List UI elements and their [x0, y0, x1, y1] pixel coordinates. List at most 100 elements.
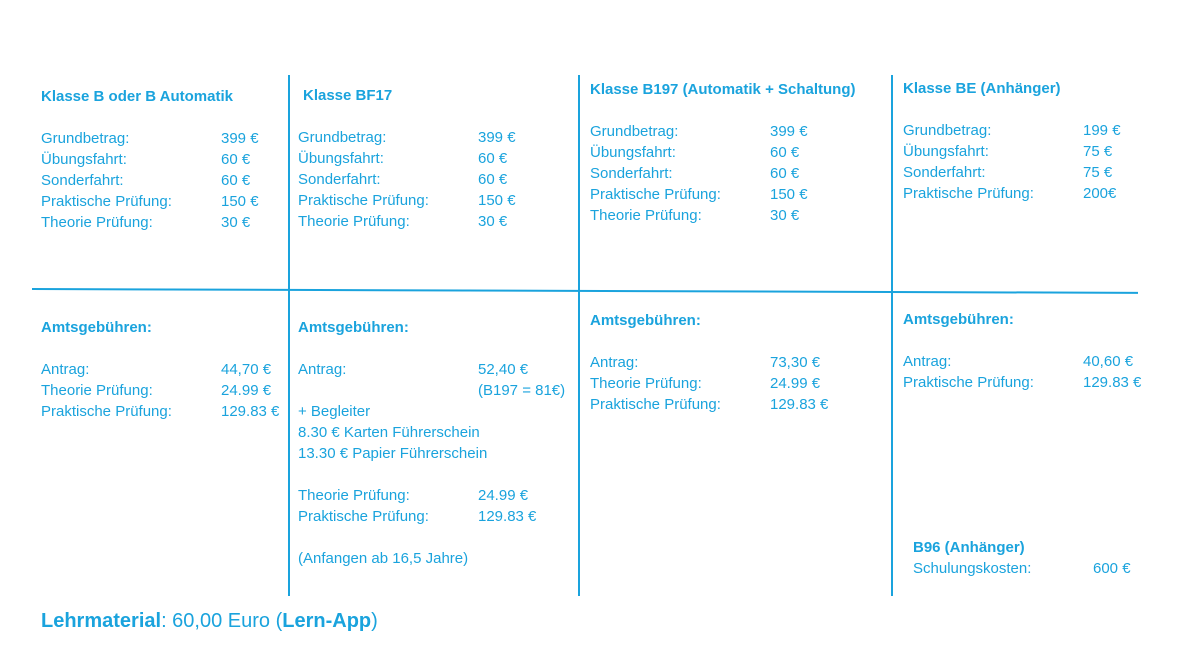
- section-title: Klasse BE (Anhänger): [903, 80, 1061, 97]
- price-value: 60 €: [221, 151, 251, 168]
- price-row: Grundbetrag: 399 €: [590, 121, 885, 142]
- price-label: Praktische Prüfung:: [298, 192, 429, 209]
- price-label: Sonderfahrt:: [298, 171, 381, 188]
- learning-app-label: Lern-App: [282, 610, 372, 632]
- fee-value: 24.99 €: [478, 487, 529, 504]
- fee-row: Antrag: 73,30 €: [590, 352, 885, 373]
- fees-title: Amtsgebühren:: [298, 319, 409, 336]
- price-label: Übungsfahrt:: [298, 150, 384, 167]
- learning-material-price: : 60,00 Euro (: [161, 610, 283, 632]
- fee-note: (B197 = 81€): [478, 382, 566, 399]
- price-value: 75 €: [1083, 164, 1113, 181]
- fees-class-be: Amtsgebühren: Antrag: 40,60 € Praktische …: [903, 309, 1188, 393]
- fee-row: Praktische Prüfung: 129.83 €: [41, 401, 286, 422]
- price-row: Theorie Prüfung: 30 €: [590, 205, 885, 226]
- horizontal-divider: [31, 288, 1138, 294]
- fee-row: Theorie Prüfung: 24.99 €: [590, 373, 885, 394]
- fee-value: 44,70 €: [221, 361, 272, 378]
- fee-row: Praktische Prüfung: 129.83 €: [903, 372, 1188, 393]
- price-value: 60 €: [770, 165, 800, 182]
- fee-value: 40,60 €: [1083, 353, 1134, 370]
- price-row: Sonderfahrt: 60 €: [41, 170, 281, 191]
- b96-value: 600 €: [1093, 560, 1131, 577]
- fee-label: Theorie Prüfung:: [590, 375, 702, 392]
- fee-value: 129.83 €: [1083, 374, 1142, 391]
- price-value: 60 €: [478, 171, 508, 188]
- price-row: Sonderfahrt: 75 €: [903, 162, 1183, 183]
- fees-class-b197: Amtsgebühren: Antrag: 73,30 € Theorie Prü…: [590, 310, 885, 415]
- price-label: Übungsfahrt:: [590, 144, 676, 161]
- vertical-divider-1: [288, 75, 290, 596]
- price-label: Sonderfahrt:: [590, 165, 673, 182]
- price-value: 399 €: [221, 130, 259, 147]
- price-label: Sonderfahrt:: [41, 172, 124, 189]
- b96-title: B96 (Anhänger): [913, 539, 1025, 556]
- price-row: Praktische Prüfung: 200€: [903, 183, 1183, 204]
- fee-value: 52,40 €: [478, 361, 529, 378]
- price-label: Praktische Prüfung:: [903, 185, 1034, 202]
- price-label: Übungsfahrt:: [903, 143, 989, 160]
- learning-material-line: Lehrmaterial: 60,00 Euro (Lern-App): [41, 610, 378, 633]
- b96-label: Schulungskosten:: [913, 560, 1032, 577]
- fee-value: 73,30 €: [770, 354, 821, 371]
- fee-label: Praktische Prüfung:: [41, 403, 172, 420]
- price-label: Sonderfahrt:: [903, 164, 986, 181]
- price-label: Grundbetrag:: [41, 130, 130, 147]
- b96-section: B96 (Anhänger) Schulungskosten: 600 €: [913, 537, 1193, 579]
- fees-title: Amtsgebühren:: [590, 312, 701, 329]
- price-value: 60 €: [478, 150, 508, 167]
- fee-value: 24.99 €: [221, 382, 272, 399]
- price-value: 199 €: [1083, 122, 1121, 139]
- price-row: Sonderfahrt: 60 €: [298, 169, 573, 190]
- fee-label: Antrag:: [41, 361, 90, 378]
- price-value: 75 €: [1083, 143, 1113, 160]
- fee-value: 24.99 €: [770, 375, 821, 392]
- price-row: Übungsfahrt: 60 €: [298, 148, 573, 169]
- class-bf17-section: Klasse BF17 Grundbetrag: 399 € Übungsfahr…: [298, 85, 573, 232]
- section-title: Klasse BF17: [303, 87, 393, 104]
- price-row: Übungsfahrt: 60 €: [590, 142, 885, 163]
- price-label: Praktische Prüfung:: [41, 193, 172, 210]
- fee-row: Antrag: 44,70 €: [41, 359, 286, 380]
- class-b197-section: Klasse B197 (Automatik + Schaltung) Grun…: [590, 79, 885, 226]
- price-row: Übungsfahrt: 75 €: [903, 141, 1183, 162]
- fee-label: Praktische Prüfung:: [298, 508, 429, 525]
- price-row: Übungsfahrt: 60 €: [41, 149, 281, 170]
- fee-label: Antrag:: [903, 353, 952, 370]
- price-value: 399 €: [770, 123, 808, 140]
- fee-label: Praktische Prüfung:: [903, 374, 1034, 391]
- fees-title: Amtsgebühren:: [41, 319, 152, 336]
- price-value: 399 €: [478, 129, 516, 146]
- fee-label: Praktische Prüfung:: [590, 396, 721, 413]
- fee-row: Theorie Prüfung: 24.99 €: [298, 485, 573, 506]
- price-value: 60 €: [770, 144, 800, 161]
- vertical-divider-2: [578, 75, 580, 596]
- extra-line: 13.30 € Papier Führerschein: [298, 445, 488, 462]
- fee-label: Theorie Prüfung:: [41, 382, 153, 399]
- fee-label: Antrag:: [298, 361, 347, 378]
- fees-title: Amtsgebühren:: [903, 311, 1014, 328]
- fee-value: 129.83 €: [478, 508, 537, 525]
- class-b-section: Klasse B oder B Automatik Grundbetrag: 39…: [41, 86, 281, 233]
- price-value: 150 €: [770, 186, 808, 203]
- price-value: 150 €: [478, 192, 516, 209]
- fee-label: Antrag:: [590, 354, 639, 371]
- price-label: Grundbetrag:: [298, 129, 387, 146]
- fee-note-row: (B197 = 81€): [298, 380, 573, 401]
- fee-value: 129.83 €: [770, 396, 829, 413]
- price-value: 150 €: [221, 193, 259, 210]
- extra-line: + Begleiter: [298, 403, 371, 420]
- price-row: Sonderfahrt: 60 €: [590, 163, 885, 184]
- fee-row: Antrag: 40,60 €: [903, 351, 1188, 372]
- fees-class-b: Amtsgebühren: Antrag: 44,70 € Theorie Prü…: [41, 317, 286, 422]
- price-value: 30 €: [770, 207, 800, 224]
- price-row: Grundbetrag: 399 €: [298, 127, 573, 148]
- age-note: (Anfangen ab 16,5 Jahre): [298, 550, 469, 567]
- price-value: 60 €: [221, 172, 251, 189]
- price-label: Grundbetrag:: [903, 122, 992, 139]
- price-row: Theorie Prüfung: 30 €: [41, 212, 281, 233]
- price-value: 200€: [1083, 185, 1117, 202]
- price-label: Theorie Prüfung:: [41, 214, 153, 231]
- price-value: 30 €: [478, 213, 508, 230]
- learning-material-close: ): [371, 610, 378, 632]
